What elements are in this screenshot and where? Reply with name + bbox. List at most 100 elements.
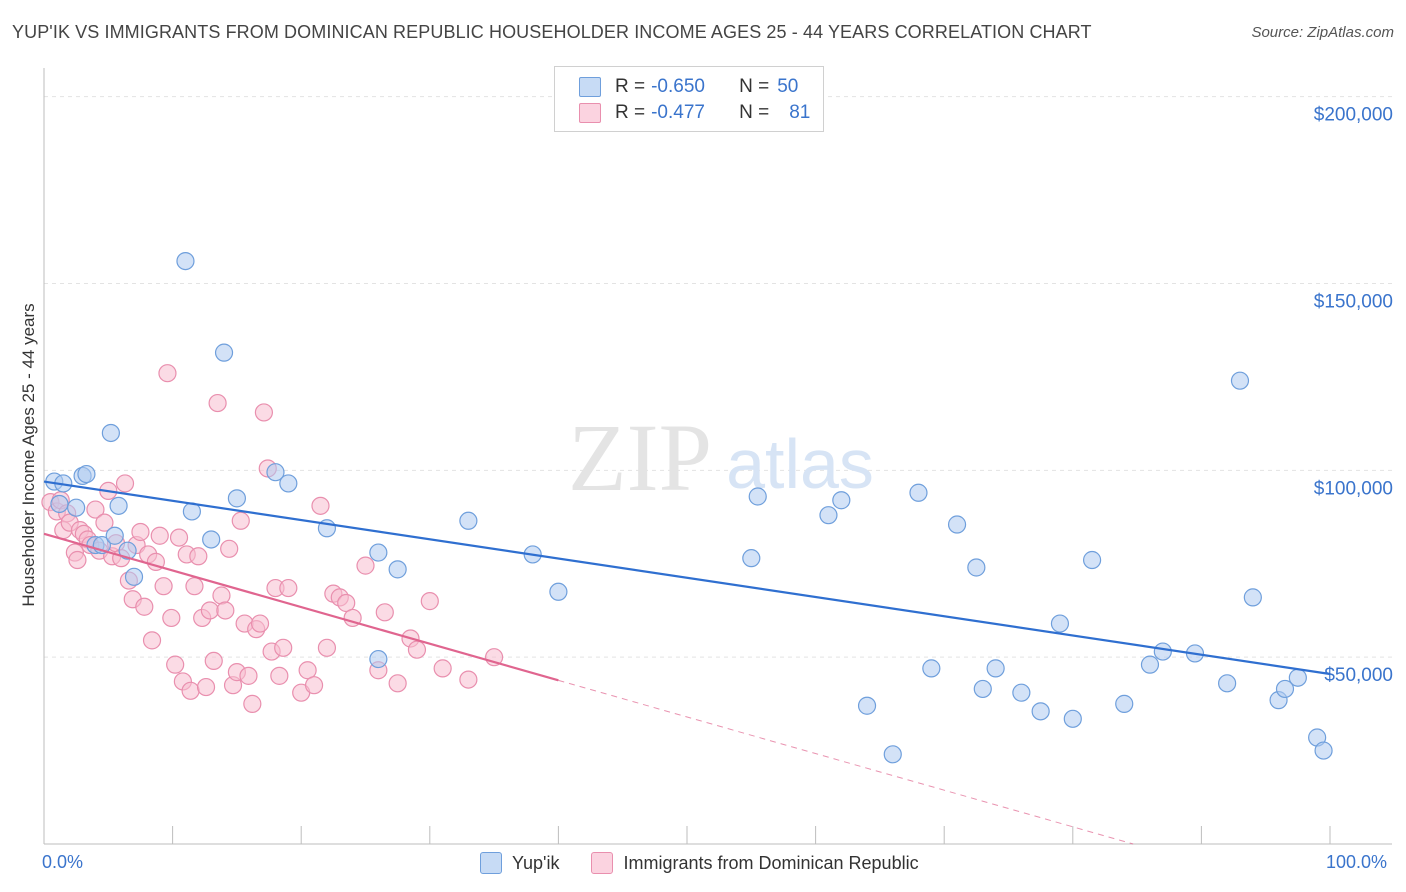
data-point bbox=[254, 403, 274, 422]
data-point bbox=[212, 586, 231, 605]
trend-lines bbox=[43, 480, 1331, 845]
legend-row-yupik: R = -0.650 N = 50 bbox=[579, 73, 798, 101]
y-tick-label: $150,000 bbox=[1314, 292, 1393, 313]
legend-n-value: 50 bbox=[777, 76, 799, 97]
legend-r-label: R = bbox=[615, 102, 646, 123]
data-point bbox=[909, 483, 928, 502]
data-point bbox=[202, 530, 221, 549]
data-point bbox=[407, 640, 427, 659]
trend-line-dominican-extension bbox=[558, 679, 1134, 845]
x-tick-label-min: 0.0% bbox=[42, 852, 84, 872]
correlation-legend: R = -0.650 N = 50 R = -0.477 N = 81 bbox=[554, 66, 824, 132]
data-point bbox=[216, 601, 235, 620]
data-point bbox=[967, 558, 986, 577]
watermark: ZIP atlas bbox=[568, 404, 874, 511]
data-point bbox=[118, 541, 137, 560]
data-point bbox=[832, 491, 851, 510]
data-point bbox=[922, 659, 941, 678]
series-legend: Yup'ik Immigrants from Dominican Republi… bbox=[480, 852, 951, 874]
trend-line-yupik bbox=[43, 480, 1331, 676]
data-point bbox=[742, 549, 761, 568]
trend-line-dominican bbox=[43, 532, 559, 682]
series-legend-dominican[interactable]: Immigrants from Dominican Republic bbox=[591, 852, 919, 874]
pink-series-points bbox=[41, 364, 504, 713]
series-swatch-pink bbox=[591, 852, 614, 874]
data-point bbox=[109, 496, 128, 515]
data-point bbox=[420, 592, 439, 611]
data-point bbox=[101, 423, 120, 443]
data-point bbox=[204, 651, 223, 671]
data-point bbox=[154, 577, 173, 596]
blue-series-points bbox=[45, 251, 1333, 764]
series-swatch-blue bbox=[480, 852, 502, 874]
data-point bbox=[105, 526, 124, 545]
data-point bbox=[375, 603, 394, 622]
data-point bbox=[317, 638, 337, 657]
watermark-atlas: atlas bbox=[726, 425, 874, 503]
data-point bbox=[1012, 683, 1031, 702]
data-point bbox=[388, 560, 407, 579]
data-point bbox=[196, 677, 216, 697]
data-point bbox=[200, 601, 219, 620]
data-point bbox=[142, 631, 162, 650]
data-point bbox=[279, 578, 298, 598]
x-tick-label-max: 100.0% bbox=[1326, 852, 1388, 872]
y-tick-label: $50,000 bbox=[1324, 665, 1393, 686]
data-point bbox=[304, 676, 324, 695]
data-point bbox=[1031, 702, 1050, 721]
data-point bbox=[298, 661, 317, 680]
data-point bbox=[748, 487, 767, 506]
data-point bbox=[250, 614, 270, 633]
data-point bbox=[279, 474, 298, 493]
data-point bbox=[50, 494, 69, 514]
data-point bbox=[1288, 668, 1307, 687]
data-point bbox=[973, 679, 992, 699]
data-point bbox=[243, 694, 262, 713]
data-point bbox=[819, 506, 838, 525]
legend-r-value: -0.650 bbox=[651, 76, 705, 97]
legend-n-label: N = bbox=[739, 102, 770, 123]
data-point bbox=[388, 674, 407, 693]
data-point bbox=[176, 251, 195, 271]
legend-n-label: N = bbox=[739, 76, 770, 97]
data-point bbox=[356, 556, 375, 575]
data-point bbox=[266, 463, 285, 482]
data-point bbox=[214, 343, 234, 362]
legend-row-dominican: R = -0.477 N = 81 bbox=[579, 99, 810, 127]
data-point bbox=[857, 696, 877, 715]
data-point bbox=[1082, 550, 1102, 570]
data-point bbox=[162, 608, 181, 628]
data-point bbox=[1243, 588, 1262, 607]
data-point bbox=[433, 659, 452, 678]
data-point bbox=[131, 522, 150, 542]
series-legend-yupik[interactable]: Yup'ik bbox=[480, 852, 559, 874]
legend-swatch-blue bbox=[579, 77, 601, 97]
data-point bbox=[68, 550, 87, 570]
data-point bbox=[231, 511, 250, 530]
data-point bbox=[124, 567, 144, 586]
data-point bbox=[337, 593, 356, 613]
data-point bbox=[239, 666, 258, 685]
chart-title: YUP'IK VS IMMIGRANTS FROM DOMINICAN REPU… bbox=[12, 22, 1092, 42]
data-point bbox=[227, 489, 246, 508]
data-point bbox=[274, 638, 293, 657]
series-label-dominican: Immigrants from Dominican Republic bbox=[623, 852, 919, 873]
series-label-yupik: Yup'ik bbox=[512, 852, 560, 873]
data-point bbox=[166, 655, 185, 674]
data-point bbox=[181, 681, 200, 700]
legend-n-value: 81 bbox=[789, 102, 811, 123]
data-point bbox=[189, 547, 208, 566]
data-point bbox=[1275, 679, 1295, 699]
data-point bbox=[95, 513, 114, 532]
data-point bbox=[115, 474, 135, 493]
data-point bbox=[185, 577, 204, 596]
data-point bbox=[1218, 674, 1237, 693]
data-point bbox=[986, 659, 1005, 678]
data-point bbox=[459, 670, 478, 689]
data-point bbox=[883, 745, 902, 764]
y-tick-labels: $50,000 $100,000 $150,000 $200,000 bbox=[1314, 105, 1393, 686]
data-point bbox=[1050, 614, 1070, 633]
data-point bbox=[77, 464, 96, 484]
y-tick-label: $200,000 bbox=[1314, 105, 1393, 126]
